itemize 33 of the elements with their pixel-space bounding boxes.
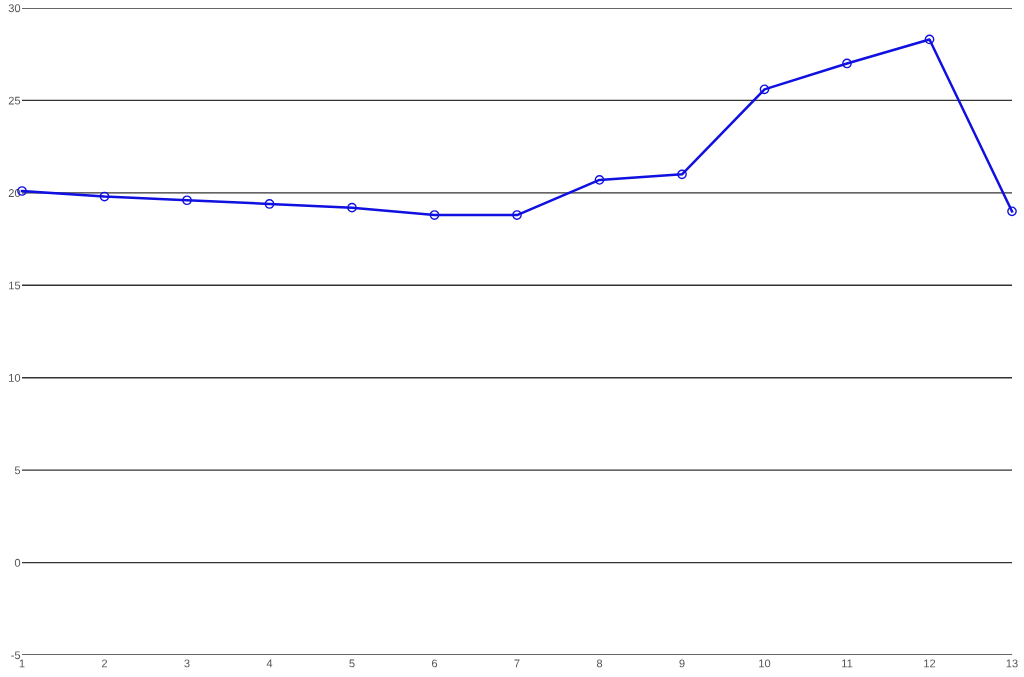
x-tick-label: 13 xyxy=(1006,659,1018,668)
x-tick-label: 11 xyxy=(842,659,853,668)
x-tick-label: 1 xyxy=(19,659,25,668)
point xyxy=(1007,206,1017,217)
y-tick-label: 5 xyxy=(14,466,21,475)
x-tick-label: 3 xyxy=(184,659,190,668)
x-tick-label: 4 xyxy=(266,659,273,668)
point xyxy=(759,84,770,95)
x-tick-label: 12 xyxy=(924,659,936,668)
point xyxy=(924,34,935,45)
point xyxy=(512,210,522,220)
y-tick-label: 15 xyxy=(9,281,21,290)
x-tick-label: 7 xyxy=(514,659,520,668)
x-tick-label: 10 xyxy=(759,659,771,668)
y-tick-label: -5 xyxy=(11,651,21,660)
point xyxy=(677,169,687,180)
point xyxy=(594,175,605,185)
point xyxy=(347,202,357,213)
x-tick-label: 2 xyxy=(101,659,108,668)
y-tick-label: 20 xyxy=(8,189,21,197)
y-tick-label: 10 xyxy=(9,373,21,382)
x-tick-label: 5 xyxy=(349,659,355,668)
y-tick-label: 25 xyxy=(8,96,21,105)
x-tick-label: 8 xyxy=(596,659,603,668)
y-tick-label: 0 xyxy=(14,558,21,567)
point xyxy=(99,191,110,202)
y-tick-label: 30 xyxy=(8,4,21,13)
x-tick-label: 6 xyxy=(431,659,438,668)
point xyxy=(429,210,440,220)
point xyxy=(264,199,275,209)
point xyxy=(182,195,192,206)
point xyxy=(842,58,852,69)
x-tick-label: 9 xyxy=(679,659,685,668)
